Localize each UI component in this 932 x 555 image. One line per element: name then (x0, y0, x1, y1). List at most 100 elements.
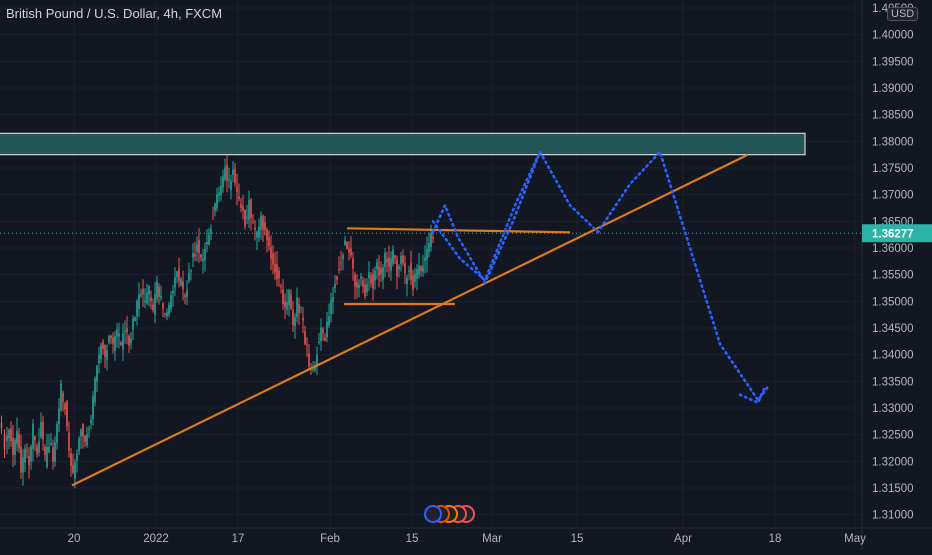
candle-body (38, 441, 40, 453)
y-tick-label: 1.32500 (872, 430, 914, 442)
candle-body (98, 354, 100, 364)
candle-body (8, 430, 10, 439)
candle-body (304, 331, 306, 345)
candle-body (264, 222, 266, 231)
candle-body (0, 423, 3, 428)
candle-body (102, 341, 104, 349)
candle-body (280, 286, 282, 288)
candle-body (110, 335, 112, 339)
candle-body (328, 316, 330, 326)
candle-body (100, 344, 102, 359)
candle-body (314, 366, 316, 371)
candle-body (92, 396, 94, 419)
upper-range-line (346, 227, 571, 234)
event-flag-icon (424, 505, 442, 523)
candle-body (128, 336, 130, 346)
candle-body (104, 344, 106, 357)
candle-body (156, 281, 158, 299)
candle-body (160, 295, 162, 299)
candle-body (398, 266, 400, 270)
candle-body (20, 446, 22, 473)
candle-body (46, 447, 48, 467)
candle-body (258, 226, 260, 238)
x-tick-label: 15 (406, 533, 419, 545)
candle-body (378, 266, 380, 276)
candle-body (24, 448, 26, 463)
candle-body (388, 257, 390, 268)
y-tick-label: 1.37000 (872, 190, 914, 202)
candle-body (90, 419, 92, 424)
candle-body (268, 237, 270, 247)
candle-body (148, 285, 150, 295)
candle-body (330, 300, 332, 314)
candle-body (302, 317, 304, 321)
candle-body (274, 264, 276, 273)
candle-body (324, 337, 326, 341)
y-tick-label: 1.35000 (872, 296, 914, 308)
current-price-label: 1.36277 (872, 229, 914, 241)
candle-body (282, 289, 284, 305)
candle-body (106, 350, 108, 360)
candle-body (290, 294, 292, 309)
candle-body (320, 327, 322, 342)
candle-body (188, 272, 190, 281)
candle-body (132, 318, 134, 331)
candle-body (82, 423, 84, 437)
candle-body (136, 301, 138, 317)
y-tick-label: 1.32000 (872, 456, 914, 468)
x-tick-label: Mar (482, 533, 502, 545)
candle-body (300, 307, 302, 309)
candle-body (26, 450, 28, 452)
candle-body (422, 266, 424, 273)
candle-body (394, 255, 396, 259)
candle-body (190, 270, 192, 272)
candle-body (72, 465, 74, 473)
candle-body (360, 276, 362, 279)
candle-body (162, 303, 164, 309)
candle-body (276, 263, 278, 280)
candle-body (358, 284, 360, 288)
candle-body (292, 309, 294, 326)
candle-body (224, 167, 226, 180)
candle-body (392, 249, 394, 264)
candle-body (86, 434, 88, 446)
x-tick-label: Feb (320, 533, 340, 545)
y-tick-label: 1.38000 (872, 136, 914, 148)
candle-body (252, 222, 254, 224)
candle-body (390, 258, 392, 271)
candle-body (138, 294, 140, 309)
candle-body (118, 333, 120, 337)
candle-body (176, 271, 178, 277)
candle-body (42, 421, 44, 440)
y-tick-label: 1.39000 (872, 83, 914, 95)
candle-body (410, 263, 412, 280)
candle-body (192, 252, 194, 258)
candle-body (354, 275, 356, 287)
candle-body (412, 275, 414, 290)
candle-body (260, 215, 262, 231)
candle-body (256, 231, 258, 238)
candle-body (202, 258, 204, 261)
candle-body (14, 440, 16, 456)
candle-body (84, 435, 86, 443)
candle-body (178, 268, 180, 281)
candle-body (12, 437, 14, 455)
candle-body (186, 290, 188, 298)
candle-body (296, 297, 298, 318)
candle-body (322, 328, 324, 333)
candle-body (198, 240, 200, 253)
currency-badge[interactable]: USD (887, 7, 919, 21)
y-tick-label: 1.37500 (872, 163, 914, 175)
candle-body (152, 304, 154, 311)
candle-body (396, 259, 398, 277)
candle-body (366, 284, 368, 292)
candle-body (62, 392, 64, 402)
candle-body (50, 443, 52, 445)
candle-body (432, 237, 434, 239)
candle-body (48, 446, 50, 453)
candle-body (416, 268, 418, 279)
candle-body (78, 438, 80, 452)
candle-body (408, 270, 410, 272)
